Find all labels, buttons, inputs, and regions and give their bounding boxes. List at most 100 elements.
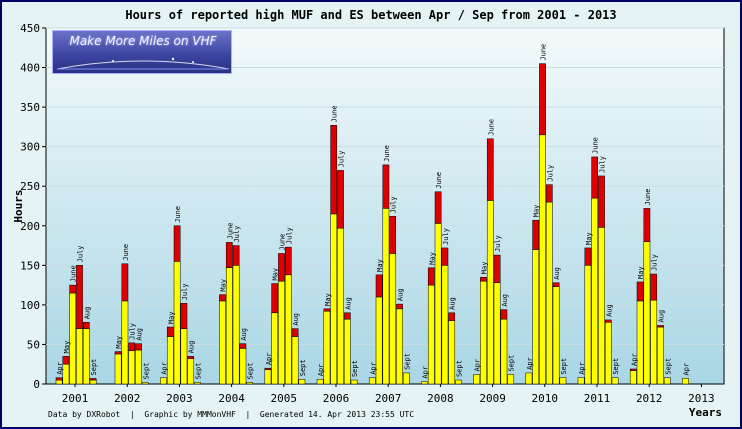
month-label: July — [651, 254, 659, 271]
bar-es — [187, 356, 195, 359]
bar-es — [114, 351, 122, 355]
bar-high-muf — [284, 274, 292, 385]
bar-high-muf — [441, 265, 449, 385]
bar-es — [278, 253, 285, 282]
bar-high-muf — [455, 379, 462, 385]
bar-high-muf — [507, 374, 515, 385]
month-label: Sept — [299, 359, 307, 376]
month-label: Apr — [161, 362, 169, 375]
x-tick-label: 2004 — [218, 392, 245, 405]
bar-high-muf — [421, 381, 428, 385]
month-label: Apr — [265, 353, 273, 366]
bar-high-muf — [350, 379, 358, 385]
bar-es — [657, 325, 664, 328]
bar-high-muf — [343, 318, 351, 385]
y-tick-label: 450 — [20, 22, 40, 35]
x-tick-label: 2010 — [532, 392, 559, 405]
bar-es — [225, 242, 233, 268]
month-label: Aug — [449, 297, 457, 310]
month-label: May — [167, 311, 175, 324]
bar-es — [69, 284, 77, 294]
bar-high-muf — [76, 328, 83, 385]
bar-es — [55, 377, 63, 381]
logo-badge: Make More Miles on VHF — [52, 30, 232, 74]
month-label: Sept — [456, 360, 464, 377]
month-label: Aug — [136, 328, 144, 341]
bar-high-muf — [604, 322, 612, 385]
month-label: Aug — [397, 288, 405, 301]
month-label: Apr — [578, 362, 586, 375]
month-label: July — [390, 196, 398, 213]
bar-es — [434, 191, 442, 224]
month-label: June — [592, 137, 600, 154]
month-label: Apr — [369, 362, 377, 375]
y-axis-label: Hours — [12, 189, 25, 222]
bar-high-muf — [448, 320, 456, 385]
month-label: May — [533, 205, 541, 218]
bar-es — [166, 326, 174, 337]
bar-es — [493, 254, 501, 283]
month-label: May — [220, 279, 228, 292]
month-label: July — [338, 151, 346, 168]
month-label: Sept — [403, 353, 411, 370]
month-label: Apr — [422, 366, 430, 379]
y-tick-label: 200 — [20, 220, 40, 233]
bar-es — [382, 164, 390, 209]
month-label: Apr — [630, 353, 638, 366]
bar-high-muf — [500, 318, 508, 385]
bar-high-muf — [187, 358, 195, 385]
month-label: July — [77, 245, 85, 262]
chart-title: Hours of reported high MUF and ES betwee… — [125, 8, 617, 22]
x-tick-label: 2011 — [584, 392, 611, 405]
month-label: June — [540, 44, 548, 61]
bar-high-muf — [264, 369, 272, 385]
bar-es — [337, 170, 344, 229]
logo-graphic — [56, 57, 230, 70]
month-label: July — [285, 227, 293, 244]
bar-high-muf — [559, 377, 567, 385]
bar-high-muf — [539, 134, 546, 385]
month-label: May — [585, 232, 593, 245]
y-tick-label: 300 — [20, 141, 40, 154]
month-label: Aug — [605, 304, 613, 317]
bar-high-muf — [650, 299, 658, 385]
bar-high-muf — [598, 227, 605, 385]
bar-es — [486, 138, 494, 201]
bar-es — [89, 378, 97, 381]
bar-high-muf — [682, 378, 689, 385]
month-label: Sept — [90, 359, 98, 376]
bar-es — [650, 273, 658, 301]
month-label: June — [279, 234, 287, 251]
month-label: July — [181, 283, 189, 300]
bar-high-muf — [160, 377, 167, 385]
bar-es — [284, 246, 292, 276]
x-axis-label: Years — [689, 406, 722, 419]
bar-es — [396, 303, 403, 310]
y-tick-label: 250 — [20, 180, 40, 193]
logo-text: Make More Miles on VHF — [69, 34, 217, 48]
bar-es — [239, 343, 247, 349]
bar-high-muf — [525, 372, 533, 385]
bar-high-muf — [382, 208, 390, 385]
month-label: July — [442, 228, 450, 245]
bar-high-muf — [271, 312, 279, 385]
bar-es — [636, 281, 644, 302]
month-label: June — [122, 244, 130, 261]
bar-es — [135, 343, 142, 351]
bar-es — [427, 267, 435, 286]
bar-high-muf — [629, 370, 637, 385]
month-label: June — [226, 223, 234, 240]
month-label: Apr — [317, 364, 325, 377]
month-label: July — [599, 156, 607, 173]
y-tick-label: 50 — [27, 338, 40, 351]
bar-es — [82, 322, 90, 329]
bar-es — [264, 367, 272, 371]
bar-high-muf — [291, 336, 299, 385]
bar-high-muf — [552, 286, 560, 385]
bar-es — [448, 312, 456, 321]
month-label: May — [115, 336, 123, 349]
bar-high-muf — [239, 348, 247, 385]
month-label: June — [383, 145, 391, 162]
